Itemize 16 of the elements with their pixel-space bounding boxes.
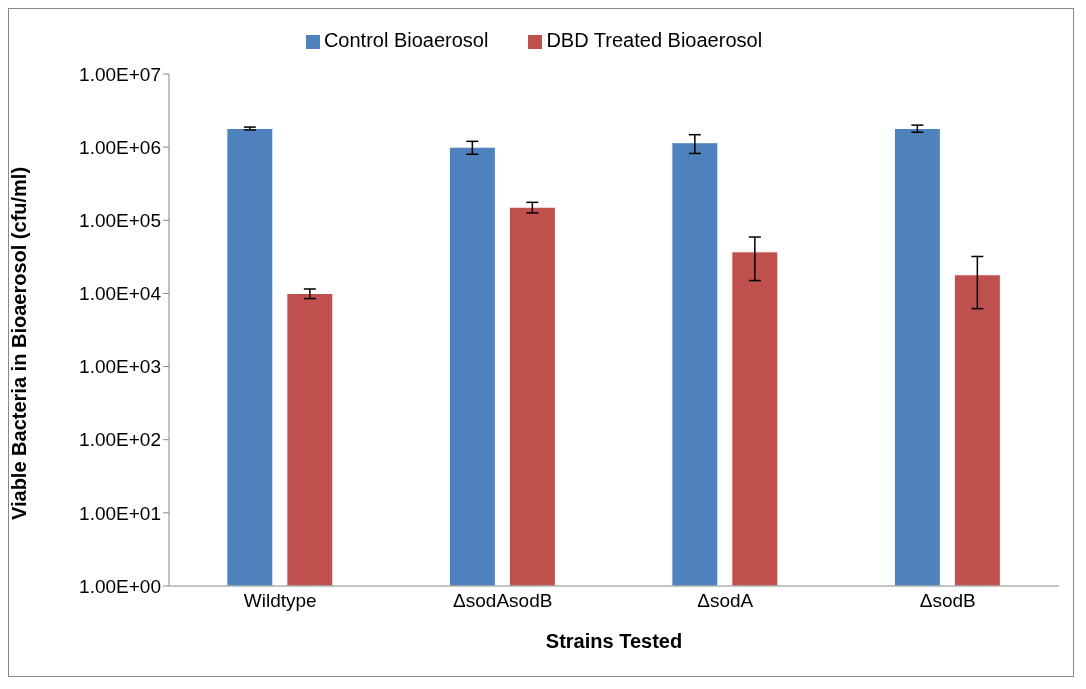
y-tick-label: 1.00E+03: [79, 356, 161, 378]
legend-label: Control Bioaerosol: [323, 29, 489, 51]
x-axis-title: Strains Tested: [545, 630, 683, 652]
y-tick-label: 1.00E+01: [79, 502, 161, 524]
y-tick-label: 1.00E+07: [79, 63, 161, 85]
x-tick-label: Wildtype: [243, 590, 317, 612]
y-axis-title: Viable Bacteria in Bioaerosol (cfu/ml): [8, 166, 31, 520]
legend-label: DBD Treated Bioaerosol: [546, 29, 763, 51]
y-tick-label: 1.00E+05: [79, 210, 161, 232]
y-tick-label: 1.00E+06: [79, 136, 161, 158]
y-tick-label: 1.00E+00: [79, 575, 161, 597]
x-tick-label: ΔsodB: [919, 590, 976, 612]
x-tick-label: ΔsodA: [697, 590, 754, 612]
y-tick-label: 1.00E+04: [79, 283, 162, 305]
x-tick-label: ΔsodAsodB: [453, 590, 553, 612]
y-tick-label: 1.00E+02: [79, 429, 161, 451]
